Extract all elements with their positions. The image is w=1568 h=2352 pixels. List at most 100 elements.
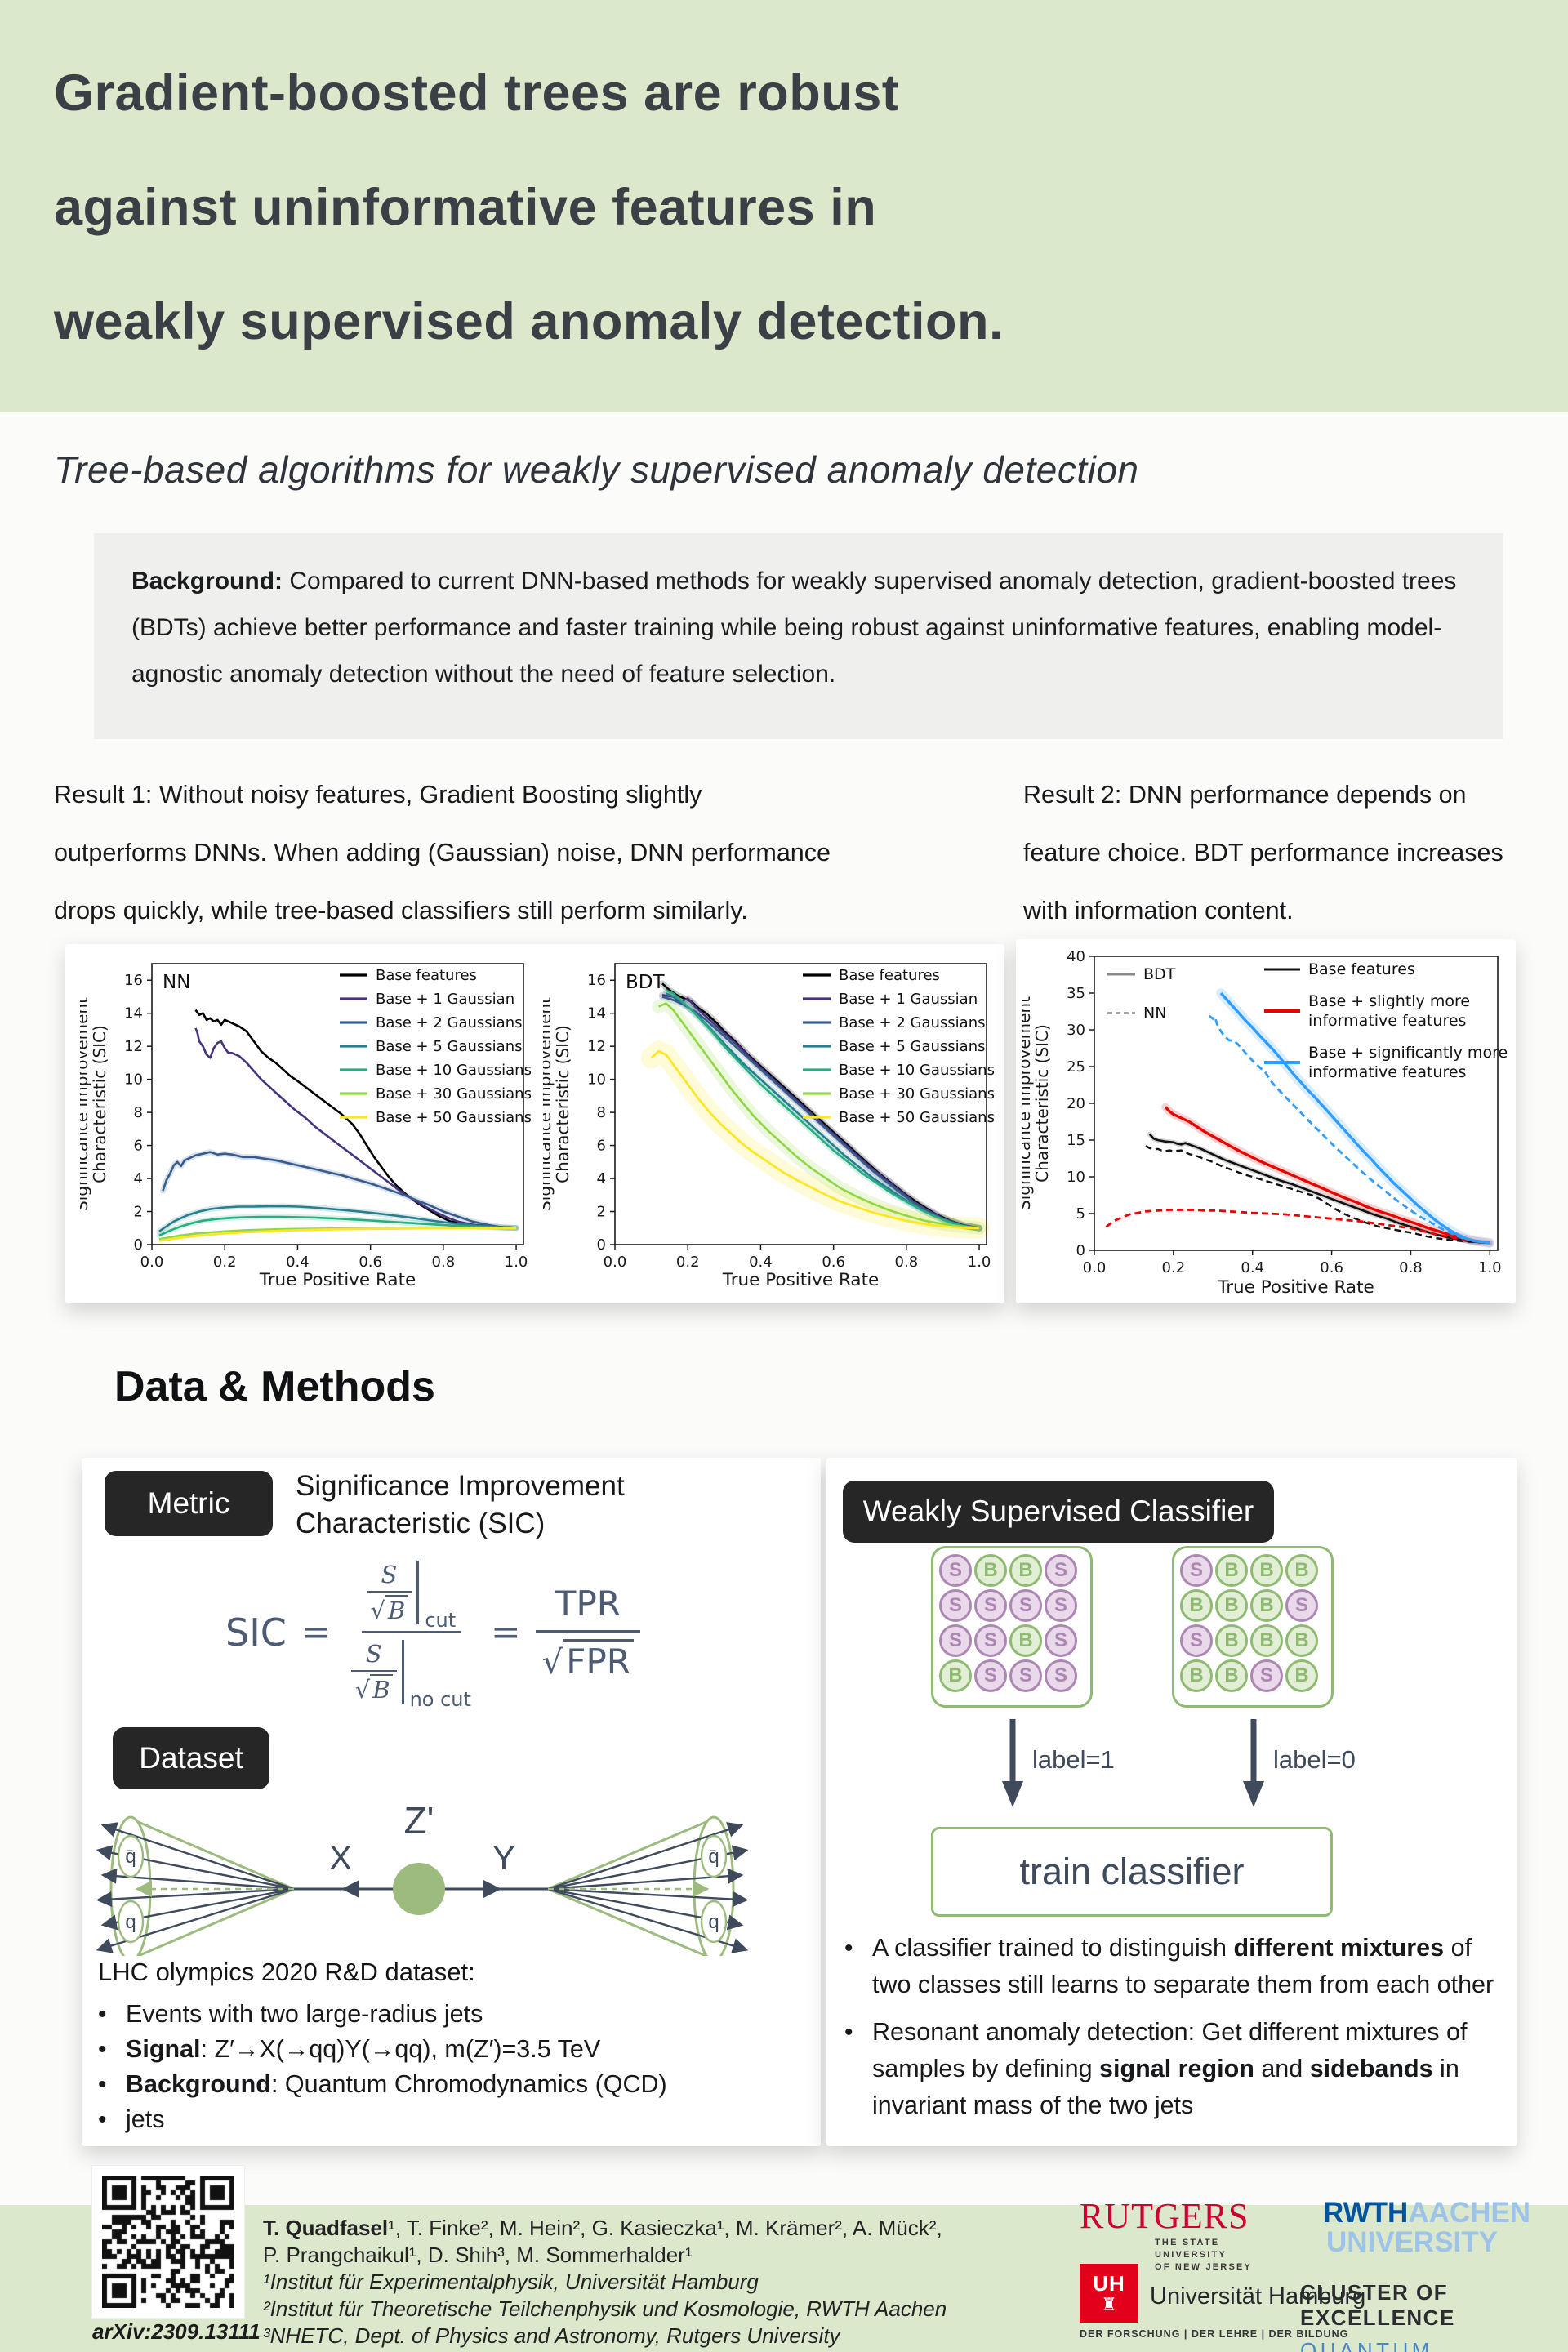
uh-abbreviation: UH: [1093, 2271, 1125, 2296]
svg-text:35: 35: [1067, 985, 1085, 1002]
svg-text:Base features: Base features: [1308, 960, 1415, 978]
signal-event-icon: S: [939, 1589, 972, 1622]
svg-text:5: 5: [1076, 1205, 1085, 1223]
svg-text:BDT: BDT: [626, 972, 665, 993]
metric-dataset-card: Metric Significance Improvement Character…: [82, 1458, 821, 2146]
svg-text:Significance ImprovementCharac: Significance ImprovementCharacteristic (…: [80, 997, 109, 1211]
svg-text:40: 40: [1067, 948, 1085, 965]
svg-text:Base + 5 Gaussians: Base + 5 Gaussians: [376, 1038, 523, 1055]
radical-icon: √: [541, 1643, 564, 1682]
svg-text:8: 8: [597, 1104, 606, 1121]
svg-text:Y: Y: [492, 1838, 515, 1877]
svg-text:2: 2: [597, 1204, 606, 1221]
svg-text:Base + 2 Gaussians: Base + 2 Gaussians: [376, 1014, 523, 1031]
signal-event-icon: S: [1009, 1589, 1042, 1622]
feature-informativeness-chart: 0.0 0.2 0.4 0.6 0.8 1.0 0 5 10 15 20 25 30 35 40 True P…: [1022, 943, 1512, 1303]
svg-text:0.2: 0.2: [1162, 1259, 1186, 1276]
uni-hamburg-logo: UH ♜: [1080, 2264, 1138, 2323]
svg-text:12: 12: [587, 1038, 606, 1055]
background-event-icon: B: [1285, 1624, 1318, 1657]
background-event-icon: B: [1009, 1554, 1042, 1587]
signal-event-icon: S: [1250, 1659, 1283, 1692]
svg-text:informative features: informative features: [1308, 1012, 1466, 1030]
svg-text:q̄: q̄: [125, 1846, 136, 1868]
formula-cut-subscript: cut: [425, 1609, 457, 1632]
qr-code-canvas: [102, 2176, 234, 2308]
svg-text:Base + 30 Gaussians: Base + 30 Gaussians: [839, 1085, 995, 1102]
svg-text:25: 25: [1067, 1058, 1085, 1076]
signal-event-icon: S: [1180, 1554, 1213, 1587]
background-event-icon: B: [1180, 1659, 1213, 1692]
background-event-icon: B: [974, 1554, 1007, 1587]
classifier-bullet-list: • A classifier trained to distinguish dif…: [844, 1930, 1498, 2135]
svg-text:2: 2: [134, 1204, 143, 1221]
weakly-supervised-pill: Weakly Supervised Classifier: [843, 1481, 1274, 1543]
signal-event-icon: S: [1045, 1589, 1077, 1622]
svg-text:16: 16: [124, 972, 143, 989]
formula-b-nocut: B: [370, 1674, 393, 1704]
svg-text:0.0: 0.0: [1083, 1259, 1107, 1276]
svg-text:4: 4: [597, 1170, 606, 1187]
arxiv-reference: arXiv:2309.13111: [92, 2319, 261, 2344]
svg-text:X: X: [329, 1838, 352, 1877]
bullet-item: • jets: [98, 2105, 165, 2133]
svg-text:Base + slightly more: Base + slightly more: [1308, 992, 1470, 1010]
rutgers-subtext: OF NEW JERSEY: [1155, 2262, 1253, 2272]
formula-tpr-fpr-fraction: TPR √ FPR: [535, 1583, 640, 1682]
svg-text:True Positive Rate: True Positive Rate: [1217, 1277, 1374, 1298]
rwth-wordmark: RWTH: [1323, 2197, 1409, 2229]
svg-text:0.2: 0.2: [213, 1254, 237, 1271]
svg-text:0.0: 0.0: [604, 1254, 627, 1271]
svg-text:Significance ImprovementCharac: Significance ImprovementCharacteristic (…: [543, 997, 572, 1211]
background-event-icon: B: [1250, 1624, 1283, 1657]
train-classifier-box: train classifier: [931, 1827, 1333, 1917]
bullet-item: • Signal: Z′→X(→qq)Y(→qq), m(Z′)=3.5 TeV: [98, 2035, 601, 2063]
affiliation-line: ³NHETC, Dept. of Physics and Astronomy, …: [263, 2323, 840, 2348]
svg-text:NN: NN: [163, 972, 190, 993]
svg-text:8: 8: [134, 1104, 143, 1121]
svg-text:0: 0: [1076, 1242, 1085, 1259]
rutgers-logo: RUTGERS THE STATE UNIVERSITY OF NEW JERS…: [1080, 2195, 1267, 2274]
svg-text:0.0: 0.0: [140, 1254, 164, 1271]
svg-text:Base features: Base features: [839, 967, 940, 984]
svg-text:Base + 10 Gaussians: Base + 10 Gaussians: [839, 1062, 995, 1079]
bullet-item: • Events with two large-radius jets: [98, 2000, 483, 2028]
background-event-icon: B: [939, 1659, 972, 1692]
formula-tpr: TPR: [555, 1583, 621, 1624]
rutgers-subtext: THE STATE UNIVERSITY: [1155, 2238, 1227, 2260]
signal-event-icon: S: [974, 1624, 1007, 1657]
metric-title: Significance Improvement Characteristic (…: [296, 1470, 625, 1539]
svg-text:30: 30: [1067, 1022, 1085, 1039]
background-event-icon: B: [1215, 1659, 1248, 1692]
results-chart-card: 0.0 0.2 0.4 0.6 0.8 1.0 0 2 4 6 8 10 12 14 16 True Posi…: [65, 944, 1004, 1303]
svg-text:0.4: 0.4: [286, 1254, 310, 1271]
signal-event-icon: S: [1285, 1589, 1318, 1622]
radical-icon: √: [354, 1676, 371, 1704]
svg-text:6: 6: [134, 1138, 143, 1155]
svg-text:1.0: 1.0: [505, 1254, 528, 1271]
result-1-text: Result 1: Without noisy features, Gradie…: [54, 781, 831, 924]
zprime-decay-diagram: q̄ q q̄ q Z' X Y: [96, 1801, 749, 1956]
svg-text:BDT: BDT: [1143, 965, 1176, 983]
svg-text:14: 14: [587, 1005, 606, 1022]
svg-text:1.0: 1.0: [1478, 1259, 1502, 1276]
author-block: T. Quadfasel¹, T. Finke², M. Hein², G. K…: [263, 2215, 947, 2350]
affiliation-line: ²Institut für Theoretische Teilchenphysi…: [263, 2296, 947, 2321]
affiliation-line: ¹Institut für Experimentalphysik, Univer…: [263, 2270, 759, 2294]
university-wordmark: UNIVERSITY: [1325, 2226, 1498, 2258]
svg-text:10: 10: [587, 1071, 606, 1089]
svg-text:0: 0: [134, 1236, 143, 1254]
svg-text:True Positive Rate: True Positive Rate: [259, 1270, 416, 1290]
svg-text:q: q: [708, 1911, 719, 1933]
equals-sign: =: [301, 1611, 332, 1653]
svg-text:14: 14: [124, 1005, 143, 1022]
svg-text:Z': Z': [404, 1801, 434, 1842]
signal-event-icon: S: [1045, 1659, 1077, 1692]
label-1-text: label=1: [1032, 1745, 1115, 1774]
sic-formula: SIC = S √ B cut S √ B no cut: [82, 1554, 784, 1711]
nn-sic-chart: 0.0 0.2 0.4 0.6 0.8 1.0 0 2 4 6 8 10 12 14 16 True Posi…: [80, 952, 533, 1295]
data-methods-heading: Data & Methods: [114, 1363, 435, 1410]
svg-text:Significance ImprovementCharac: Significance ImprovementCharacteristic (…: [1022, 996, 1052, 1210]
